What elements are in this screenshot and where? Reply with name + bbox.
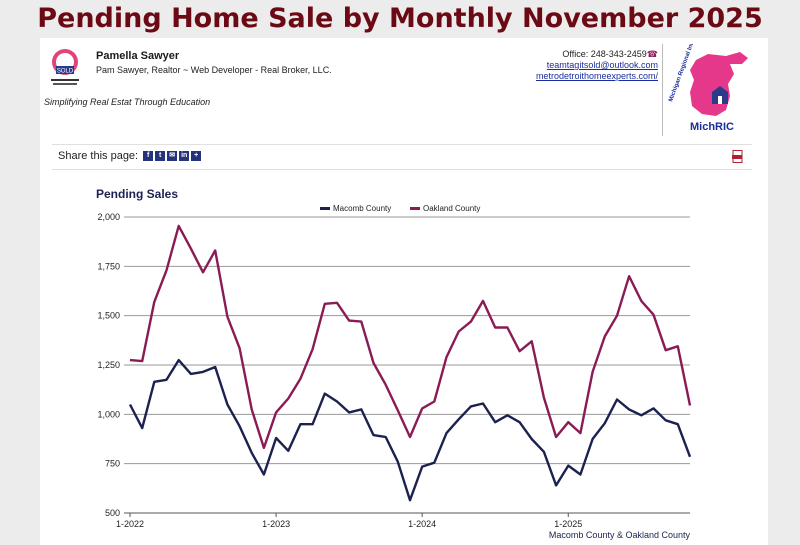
badge-text: SOLD	[57, 69, 74, 75]
chart-footer: Macomb County & Oakland County	[549, 530, 691, 540]
x-tick-label: 1-2025	[554, 519, 582, 529]
more-share-icon[interactable]: +	[191, 151, 202, 162]
michric-logo: Michigan Regional Information Center Mic…	[668, 44, 748, 133]
contact-block: Office: 248-343-2459☎ teamtagitsold@outl…	[536, 49, 658, 82]
header-divider	[662, 44, 663, 136]
page-title: Pending Home Sale by Monthly November 20…	[37, 3, 763, 34]
y-tick-label: 750	[105, 459, 120, 469]
pending-sales-chart: Pending Sales Macomb County Oakland Coun…	[96, 187, 692, 540]
y-tick-label: 1,500	[97, 311, 120, 321]
share-label: Share this page:	[58, 150, 139, 162]
x-tick-label: 1-2023	[262, 519, 290, 529]
chart-legend: Macomb County Oakland County	[320, 204, 480, 213]
series-line-macomb-county	[128, 358, 692, 502]
y-tick-label: 2,000	[97, 212, 120, 222]
legend-swatch-oakland	[410, 207, 420, 210]
twitter-icon[interactable]: t	[155, 151, 166, 162]
office-phone: Office: 248-343-2459☎	[562, 49, 658, 59]
x-tick-label: 1-2024	[408, 519, 436, 529]
sold-badge-logo: SOLD	[51, 49, 79, 85]
pdf-icon[interactable]	[732, 150, 744, 163]
facebook-icon[interactable]: f	[143, 151, 154, 162]
chart-title: Pending Sales	[96, 187, 178, 201]
share-bottom-divider	[52, 169, 752, 170]
linkedin-icon[interactable]: in	[179, 151, 190, 162]
y-tick-label: 1,750	[97, 261, 120, 271]
agent-name: Pamella Sawyer	[96, 50, 180, 62]
agent-tagline: Simplifying Real Estat Through Education	[44, 97, 211, 107]
x-tick-label: 1-2022	[116, 519, 144, 529]
series-line-oakland-county	[129, 224, 692, 450]
phone-icon: ☎	[646, 49, 658, 59]
share-top-divider	[52, 144, 752, 145]
y-tick-label: 500	[105, 508, 120, 518]
email-icon[interactable]: ✉	[167, 151, 178, 162]
michric-text: MichRIC	[690, 121, 734, 133]
email-link[interactable]: teamtagitsold@outlook.com	[546, 60, 658, 70]
legend-swatch-macomb	[320, 207, 330, 210]
report-card: SOLD Pamella Sawyer Pam Sawyer, Realtor …	[40, 38, 768, 545]
legend-label-macomb: Macomb County	[333, 204, 391, 213]
website-link[interactable]: metrodetroithomeexperts.com/	[535, 71, 658, 81]
agent-subtitle: Pam Sawyer, Realtor ~ Web Developer - Re…	[96, 65, 332, 75]
y-tick-label: 1,250	[97, 360, 120, 370]
y-tick-label: 1,000	[97, 409, 120, 419]
share-bar: Share this page: f t ✉ in +	[58, 150, 202, 162]
legend-label-oakland: Oakland County	[423, 204, 480, 213]
